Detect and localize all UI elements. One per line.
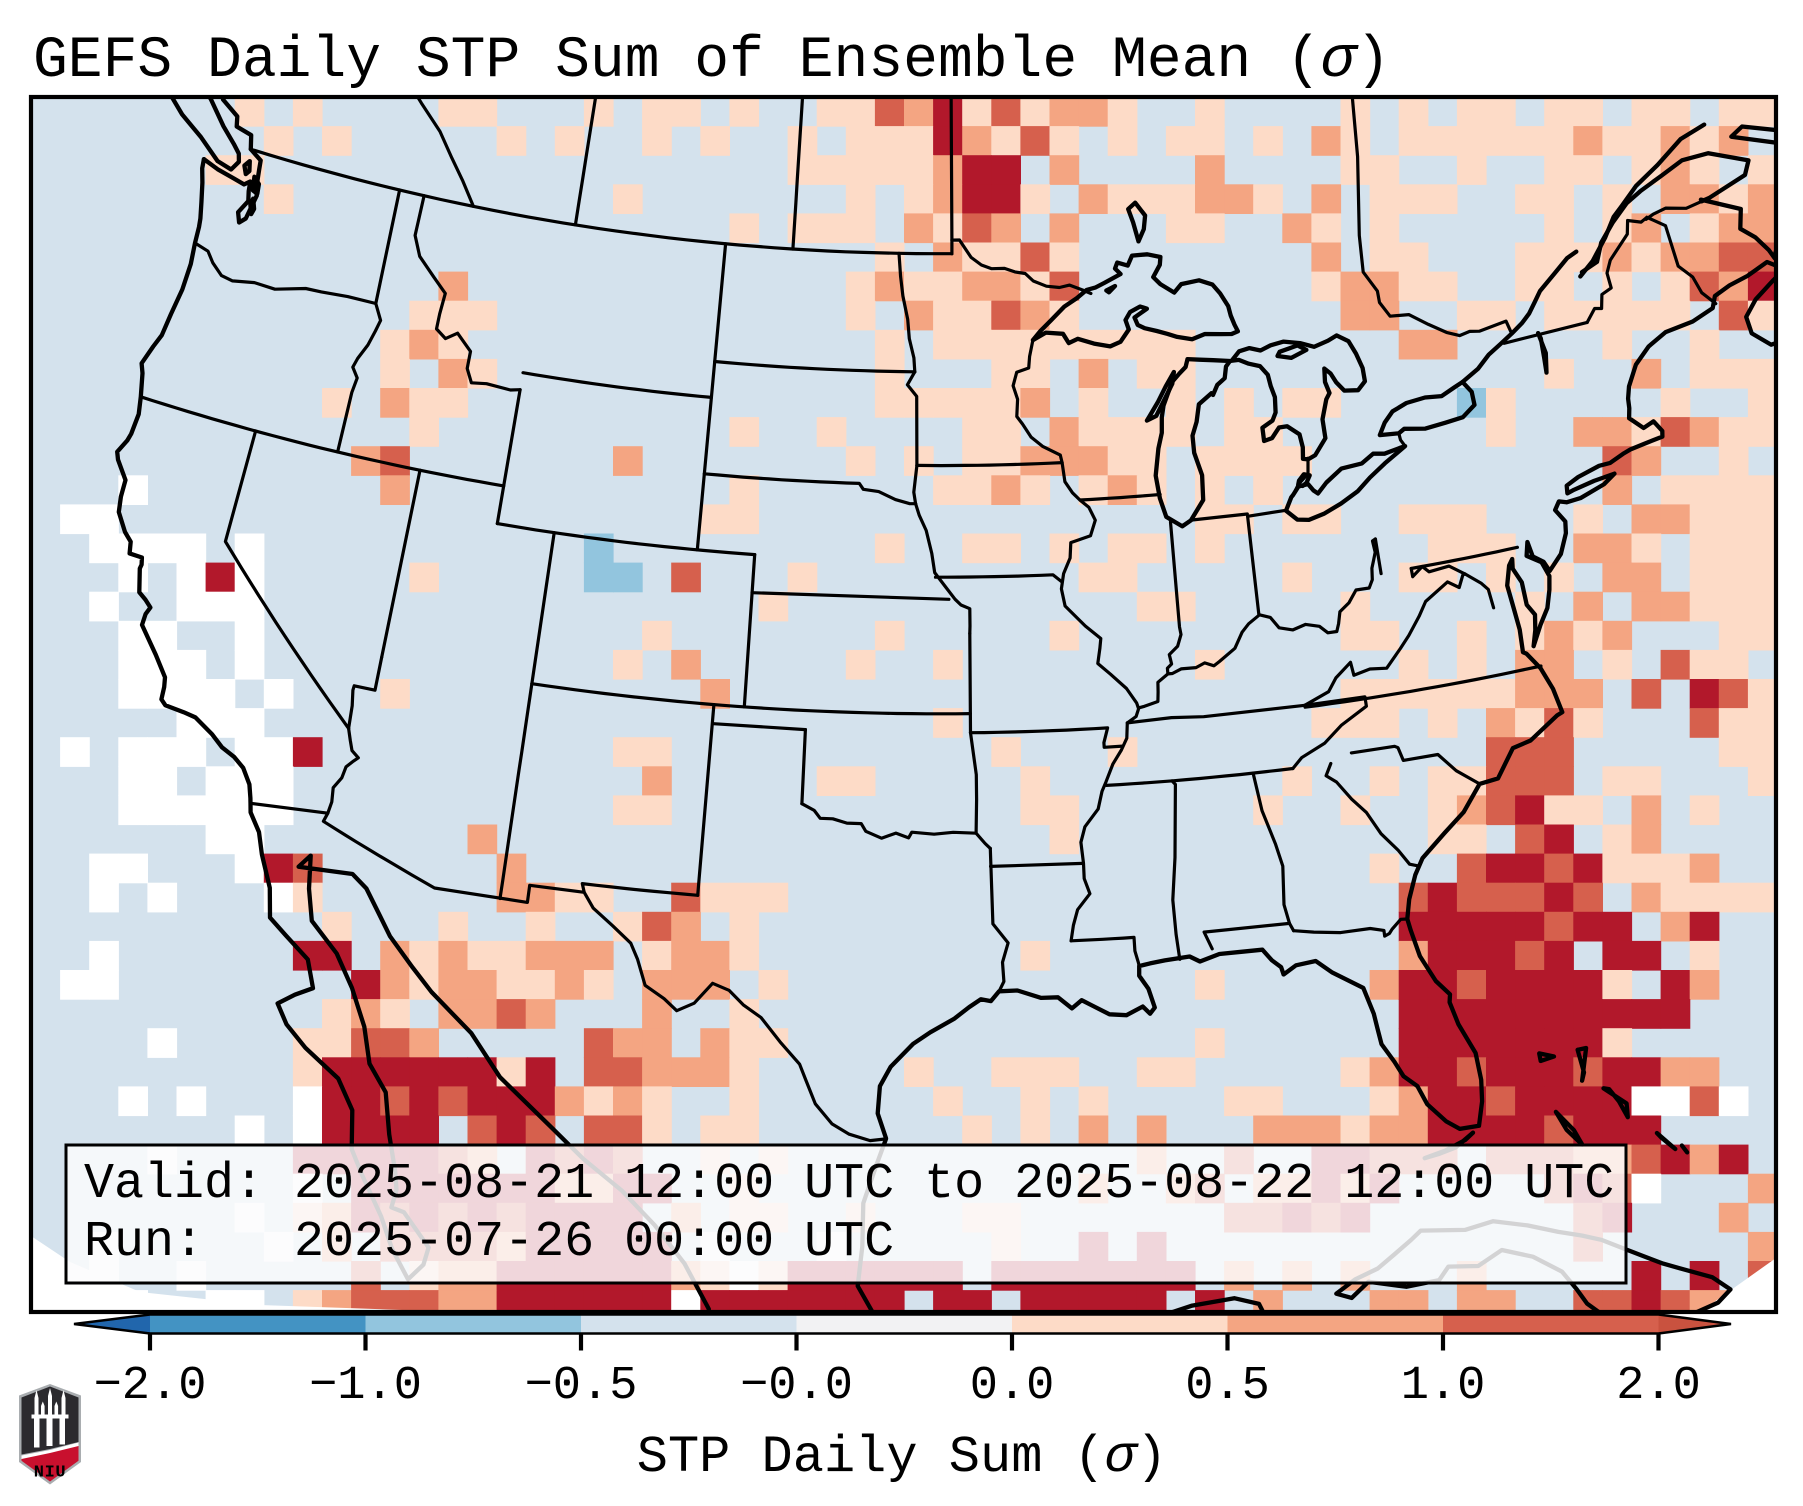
- svg-text:GEFS Daily STP Sum of Ensemble: GEFS Daily STP Sum of Ensemble Mean (σ): [33, 29, 1390, 94]
- svg-text:0.5: 0.5: [1185, 1360, 1270, 1413]
- svg-text:1.0: 1.0: [1401, 1360, 1486, 1413]
- svg-text:−0.5: −0.5: [525, 1360, 638, 1413]
- svg-text:Valid: 2025-08-21 12:00 UTC to: Valid: 2025-08-21 12:00 UTC to 2025-08-2…: [84, 1156, 1614, 1213]
- svg-text:−2.0: −2.0: [94, 1360, 207, 1413]
- svg-text:−1.0: −1.0: [309, 1360, 422, 1413]
- svg-text:NIU: NIU: [34, 1464, 66, 1483]
- svg-text:2.0: 2.0: [1616, 1360, 1701, 1413]
- svg-text:0.0: 0.0: [970, 1360, 1055, 1413]
- svg-text:−0.0: −0.0: [740, 1360, 853, 1413]
- svg-text:STP Daily Sum (σ): STP Daily Sum (σ): [637, 1428, 1168, 1487]
- svg-text:Run: 2025-07-26 00:00 UTC: Run: 2025-07-26 00:00 UTC: [84, 1214, 894, 1271]
